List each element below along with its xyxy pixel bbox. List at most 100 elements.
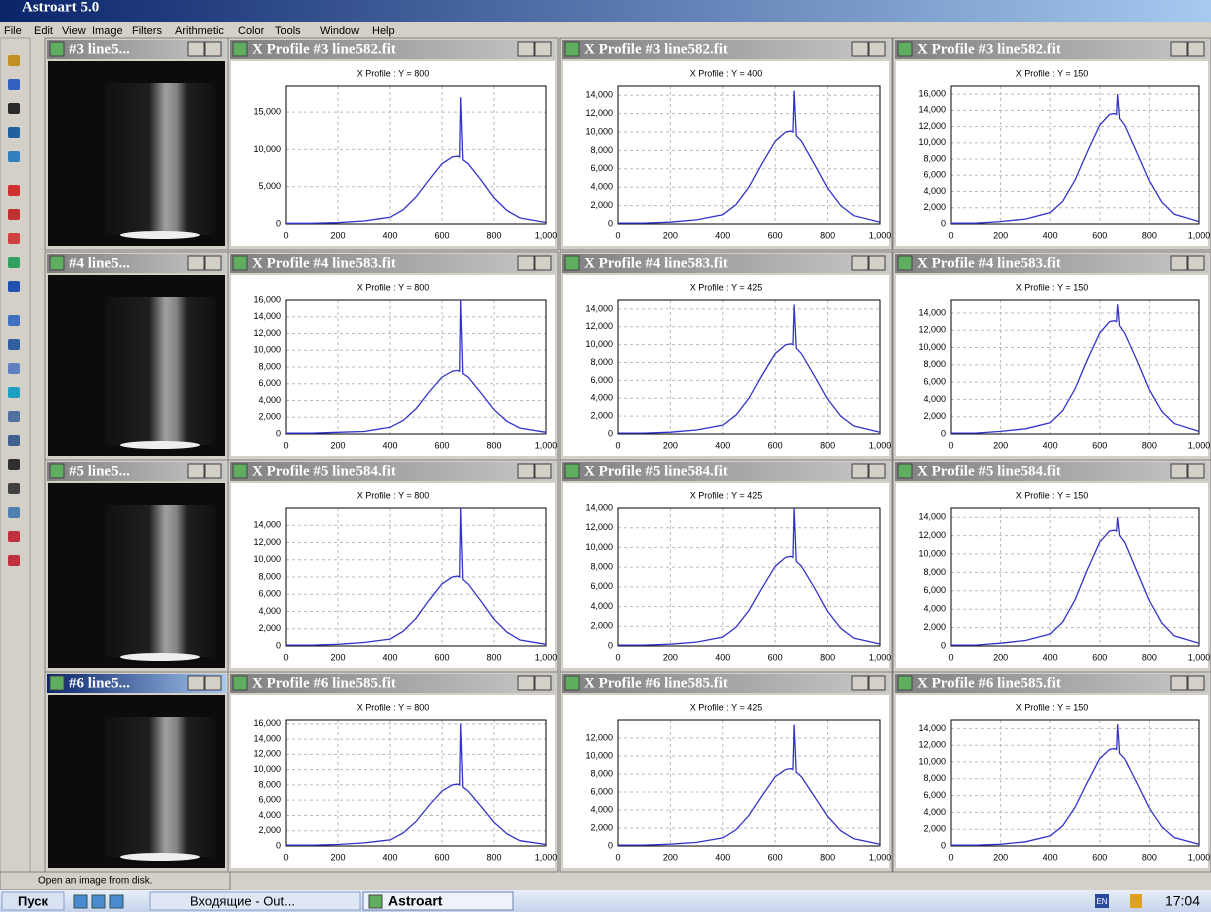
- tool-button[interactable]: [8, 555, 20, 566]
- maximize-button[interactable]: [534, 41, 552, 57]
- maximize-button[interactable]: [1187, 255, 1205, 271]
- chart-subtitle: X Profile : Y = 400: [690, 68, 762, 78]
- quick-launch-icon[interactable]: [91, 894, 106, 909]
- menu-item[interactable]: Edit: [34, 25, 53, 37]
- tool-button[interactable]: [8, 151, 20, 162]
- tool-button[interactable]: [8, 257, 20, 268]
- plot-frame: [950, 85, 1200, 225]
- window-icon: [564, 255, 580, 271]
- quick-launch-icon[interactable]: [73, 894, 88, 909]
- minimize-button[interactable]: [517, 255, 535, 271]
- minimize-button[interactable]: [1170, 41, 1188, 57]
- chart-area: [563, 695, 889, 868]
- y-tick-label: 6,000: [258, 589, 281, 599]
- menu-item[interactable]: Help: [372, 25, 395, 37]
- maximize-button[interactable]: [868, 675, 886, 691]
- minimize-button[interactable]: [851, 255, 869, 271]
- x-tick-label: 200: [993, 852, 1008, 862]
- image-glow: [120, 653, 200, 661]
- menu-item[interactable]: Tools: [275, 25, 301, 37]
- tool-button[interactable]: [8, 435, 20, 446]
- menu-item[interactable]: Filters: [132, 25, 162, 37]
- tool-button[interactable]: [8, 233, 20, 244]
- chart-area: [563, 275, 889, 456]
- menu-item[interactable]: Image: [92, 25, 123, 37]
- maximize-button[interactable]: [534, 463, 552, 479]
- tool-button[interactable]: [8, 209, 20, 220]
- tool-button[interactable]: [8, 507, 20, 518]
- minimize-button[interactable]: [187, 41, 205, 57]
- task-button-active[interactable]: [362, 891, 514, 911]
- window-title-bar: [47, 674, 226, 693]
- x-tick-label: 600: [1092, 852, 1107, 862]
- maximize-button[interactable]: [534, 255, 552, 271]
- tool-button[interactable]: [8, 531, 20, 542]
- tool-button[interactable]: [8, 387, 20, 398]
- start-button[interactable]: [1, 891, 65, 911]
- window-icon: [564, 463, 580, 479]
- minimize-button[interactable]: [187, 463, 205, 479]
- tool-button[interactable]: [8, 127, 20, 138]
- y-tick-label: 4,000: [923, 807, 946, 817]
- y-tick-label: 14,000: [918, 307, 946, 317]
- maximize-button[interactable]: [1187, 675, 1205, 691]
- y-tick-label: 8,000: [590, 357, 613, 367]
- task-button[interactable]: [149, 891, 361, 911]
- minimize-button[interactable]: [851, 675, 869, 691]
- y-tick-label: 6,000: [923, 377, 946, 387]
- minimize-button[interactable]: [1170, 675, 1188, 691]
- maximize-button[interactable]: [868, 463, 886, 479]
- tool-button[interactable]: [8, 315, 20, 326]
- tool-button[interactable]: [8, 411, 20, 422]
- minimize-button[interactable]: [517, 41, 535, 57]
- tool-button[interactable]: [8, 281, 20, 292]
- x-tick-label: 600: [434, 440, 449, 450]
- tool-button[interactable]: [8, 79, 20, 90]
- maximize-button[interactable]: [204, 255, 222, 271]
- y-tick-label: 12,000: [253, 328, 281, 338]
- maximize-button[interactable]: [204, 675, 222, 691]
- tool-button[interactable]: [8, 483, 20, 494]
- maximize-button[interactable]: [868, 255, 886, 271]
- menu-item[interactable]: Arithmetic: [175, 25, 224, 37]
- y-tick-label: 12,000: [585, 321, 613, 331]
- x-tick-label: 1,000: [869, 652, 892, 662]
- menu-bar: [0, 22, 1211, 38]
- tool-button[interactable]: [8, 459, 20, 470]
- tool-button[interactable]: [8, 185, 20, 196]
- chart-subtitle: X Profile : Y = 800: [357, 702, 429, 712]
- menu-item[interactable]: View: [62, 25, 86, 37]
- menu-item[interactable]: File: [4, 25, 22, 37]
- tool-button[interactable]: [8, 103, 20, 114]
- minimize-button[interactable]: [851, 41, 869, 57]
- menu-item[interactable]: Window: [320, 25, 359, 37]
- y-tick-label: 0: [941, 428, 946, 438]
- minimize-button[interactable]: [517, 675, 535, 691]
- x-tick-label: 200: [993, 440, 1008, 450]
- minimize-button[interactable]: [187, 675, 205, 691]
- minimize-button[interactable]: [1170, 255, 1188, 271]
- tool-button[interactable]: [8, 339, 20, 350]
- maximize-button[interactable]: [1187, 41, 1205, 57]
- minimize-button[interactable]: [517, 463, 535, 479]
- maximize-button[interactable]: [534, 675, 552, 691]
- chart-subtitle: X Profile : Y = 800: [357, 68, 429, 78]
- maximize-button[interactable]: [868, 41, 886, 57]
- tool-button[interactable]: [8, 55, 20, 66]
- minimize-button[interactable]: [1170, 463, 1188, 479]
- maximize-button[interactable]: [1187, 463, 1205, 479]
- y-tick-label: 0: [941, 218, 946, 228]
- y-tick-label: 2,000: [258, 825, 281, 835]
- window-title: #5 line5...: [69, 463, 130, 479]
- y-tick-label: 10,000: [585, 339, 613, 349]
- maximize-button[interactable]: [204, 463, 222, 479]
- minimize-button[interactable]: [187, 255, 205, 271]
- image-band: [105, 83, 215, 235]
- y-tick-label: 15,000: [253, 106, 281, 116]
- menu-item[interactable]: Color: [238, 25, 265, 37]
- minimize-button[interactable]: [851, 463, 869, 479]
- tool-button[interactable]: [8, 363, 20, 374]
- y-tick-label: 0: [608, 640, 613, 650]
- maximize-button[interactable]: [204, 41, 222, 57]
- quick-launch-icon[interactable]: [109, 894, 124, 909]
